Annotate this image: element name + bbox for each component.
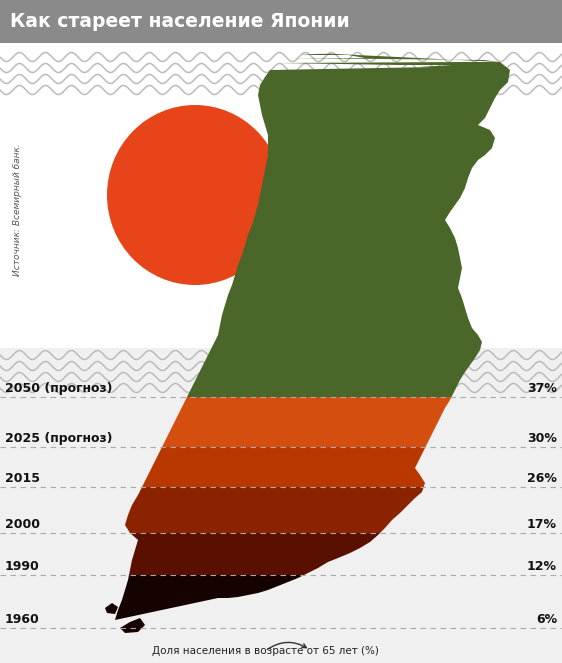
Text: 1990: 1990 bbox=[5, 560, 40, 573]
Polygon shape bbox=[129, 533, 380, 575]
Bar bbox=[0, 0, 562, 43]
Text: 17%: 17% bbox=[527, 518, 557, 531]
Text: 6%: 6% bbox=[536, 613, 557, 626]
Polygon shape bbox=[120, 618, 145, 633]
Text: 37%: 37% bbox=[527, 382, 557, 395]
Text: Источник: Всемирный банк.: Источник: Всемирный банк. bbox=[13, 144, 22, 276]
Text: 2025 (прогноз): 2025 (прогноз) bbox=[5, 432, 112, 445]
Bar bbox=[0, 43, 562, 348]
Text: 2015: 2015 bbox=[5, 472, 40, 485]
Polygon shape bbox=[142, 447, 425, 487]
Polygon shape bbox=[115, 575, 304, 620]
Polygon shape bbox=[162, 397, 451, 447]
Text: 30%: 30% bbox=[527, 432, 557, 445]
Polygon shape bbox=[125, 487, 424, 533]
Text: 2000: 2000 bbox=[5, 518, 40, 531]
Text: Доля населения в возрасте от 65 лет (%): Доля населения в возрасте от 65 лет (%) bbox=[152, 642, 378, 656]
Polygon shape bbox=[187, 53, 510, 397]
Ellipse shape bbox=[107, 105, 283, 285]
Text: Как стареет население Японии: Как стареет население Японии bbox=[10, 12, 350, 31]
Text: 26%: 26% bbox=[527, 472, 557, 485]
Polygon shape bbox=[105, 603, 118, 614]
Text: 2050 (прогноз): 2050 (прогноз) bbox=[5, 382, 112, 395]
Text: 1960: 1960 bbox=[5, 613, 40, 626]
Text: 12%: 12% bbox=[527, 560, 557, 573]
